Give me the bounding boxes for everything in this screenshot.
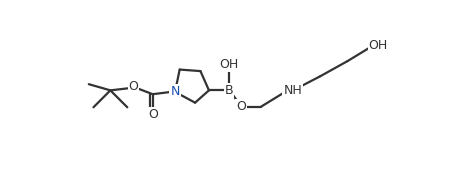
Text: OH: OH <box>369 39 388 52</box>
Text: N: N <box>170 85 180 98</box>
Text: O: O <box>236 100 246 113</box>
Text: NH: NH <box>283 84 302 97</box>
Text: B: B <box>225 84 233 97</box>
Text: O: O <box>128 80 138 93</box>
Text: O: O <box>148 108 158 121</box>
Text: OH: OH <box>219 58 238 71</box>
Text: N: N <box>170 85 180 98</box>
